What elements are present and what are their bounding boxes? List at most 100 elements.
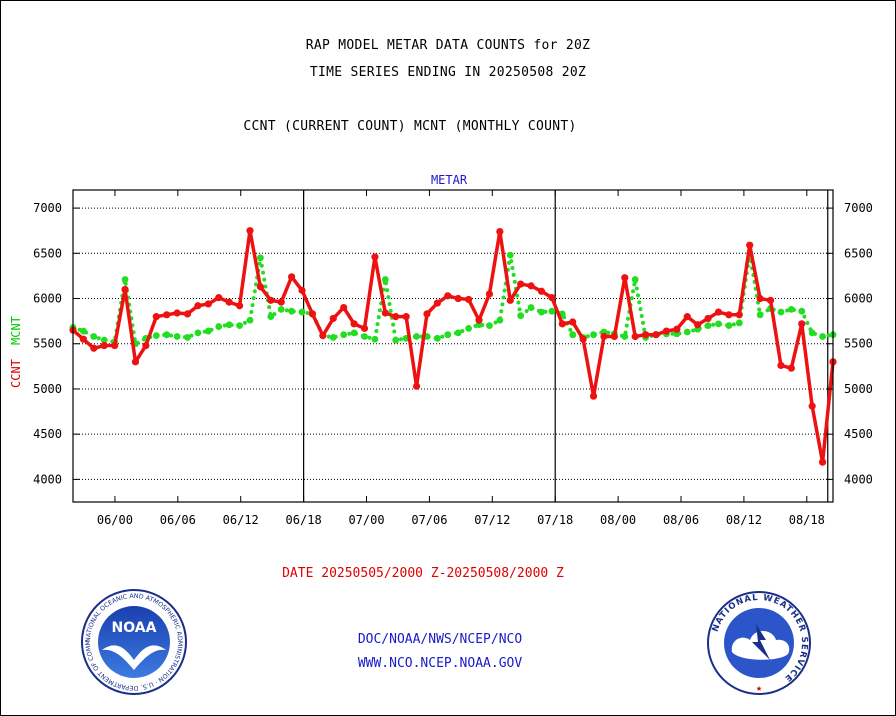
- ccnt-point: [694, 321, 702, 329]
- ccnt-point: [517, 280, 525, 288]
- y-tick-label-left: 5000: [33, 382, 62, 396]
- mcnt-point: [350, 329, 358, 337]
- ccnt-point: [465, 295, 473, 304]
- ccnt-point: [267, 296, 275, 304]
- ccnt-point: [194, 302, 202, 310]
- mcnt-point: [683, 328, 691, 336]
- ccnt-point: [725, 311, 733, 319]
- ccnt-point: [246, 227, 254, 235]
- ccnt-point: [444, 292, 452, 300]
- ccnt-point: [131, 358, 140, 366]
- ccnt-point: [621, 274, 629, 282]
- ccnt-point: [360, 324, 369, 332]
- ccnt-point: [433, 299, 441, 307]
- mcnt-point: [496, 316, 504, 324]
- ccnt-point: [704, 314, 712, 323]
- y-tick-label-left: 4000: [33, 472, 62, 486]
- x-tick-label: 06/06: [160, 513, 196, 527]
- footer-links: DOC/NOAA/NWS/NCEP/NCO WWW.NCO.NCEP.NOAA.…: [300, 632, 580, 680]
- lightning-icon: [752, 624, 770, 660]
- mcnt-point: [236, 322, 243, 330]
- noaa-logo[interactable]: NATIONAL OCEANIC AND ATMOSPHERIC ADMINIS…: [80, 588, 188, 696]
- y-tick-label-left: 4500: [33, 427, 62, 441]
- mcnt-point: [454, 329, 462, 337]
- y-axis-label-mcnt: MCNT: [9, 316, 23, 345]
- x-tick-label: 07/12: [474, 513, 510, 527]
- ccnt-point: [579, 335, 587, 343]
- y-tick-label-right: 6500: [844, 246, 873, 260]
- ccnt-point: [256, 283, 264, 291]
- x-tick-label: 08/12: [726, 513, 762, 527]
- ccnt-point: [756, 294, 764, 303]
- x-tick-label: 07/06: [411, 513, 447, 527]
- mcnt-point: [631, 276, 639, 283]
- ccnt-point: [111, 341, 119, 350]
- mcnt-point: [246, 316, 254, 324]
- ccnt-point: [506, 296, 514, 304]
- mcnt-point: [621, 333, 629, 340]
- ccnt-point: [808, 402, 816, 410]
- ccnt-point: [308, 310, 317, 318]
- ccnt-point: [527, 282, 535, 290]
- footer-org-link[interactable]: DOC/NOAA/NWS/NCEP/NCO: [357, 632, 523, 647]
- mcnt-point: [777, 308, 785, 316]
- mcnt-point: [756, 311, 764, 319]
- x-tick-label: 06/12: [223, 513, 259, 527]
- x-tick-label: 08/18: [789, 513, 825, 527]
- ccnt-point: [673, 325, 681, 333]
- ccnt-point: [392, 313, 400, 321]
- mcnt-point: [163, 331, 171, 339]
- mcnt-point: [173, 333, 181, 340]
- ccnt-point: [298, 286, 306, 294]
- ccnt-point: [787, 364, 795, 372]
- mcnt-point: [100, 336, 108, 344]
- ccnt-point: [746, 241, 754, 249]
- nws-logo[interactable]: NATIONAL WEATHER SERVICE ★: [706, 590, 812, 696]
- ccnt-point: [642, 331, 650, 339]
- ccnt-point: [662, 327, 671, 335]
- ccnt-point: [423, 310, 431, 318]
- x-tick-label: 06/00: [97, 513, 133, 527]
- ccnt-point: [90, 344, 98, 352]
- mcnt-point: [413, 333, 420, 340]
- mcnt-point: [808, 329, 816, 337]
- ccnt-point: [496, 228, 504, 236]
- mcnt-point: [340, 331, 348, 339]
- ccnt-series: [69, 227, 837, 466]
- mcnt-point: [361, 333, 368, 340]
- ccnt-point: [79, 335, 88, 343]
- mcnt-point: [329, 334, 337, 341]
- y-tick-label-left: 5500: [33, 337, 62, 351]
- y-tick-label-left: 6500: [33, 246, 62, 260]
- mcnt-point: [704, 322, 712, 330]
- ccnt-point: [340, 303, 348, 312]
- grid-layer: [73, 190, 833, 502]
- mcnt-point: [298, 308, 306, 316]
- mcnt-point: [465, 324, 473, 332]
- noaa-logo-disc: [98, 606, 170, 678]
- ccnt-point: [225, 298, 233, 306]
- ccnt-point: [475, 316, 483, 324]
- ccnt-point: [454, 294, 462, 303]
- mcnt-point: [527, 304, 535, 311]
- noaa-logo-text: NOAA: [112, 620, 157, 636]
- noaa-bird-icon: [102, 645, 166, 670]
- chart-subtitle: CCNT (CURRENT COUNT) MCNT (MONTHLY COUNT…: [243, 119, 577, 134]
- mcnt-point: [433, 334, 441, 342]
- y-tick-label-left: 7000: [33, 201, 62, 215]
- ccnt-point: [569, 318, 577, 326]
- date-range-label: DATE 20250505/2000 Z-20250508/2000 Z: [282, 566, 564, 581]
- y-tick-label-right: 6000: [844, 292, 873, 306]
- chart-title-line-2: TIME SERIES ENDING IN 20250508 20Z: [309, 65, 587, 80]
- footer-website-link[interactable]: WWW.NCO.NCEP.NOAA.GOV: [357, 656, 523, 671]
- ccnt-point: [798, 320, 806, 328]
- ccnt-point: [142, 341, 150, 350]
- ccnt-point: [766, 296, 775, 304]
- mcnt-point: [256, 254, 264, 262]
- ccnt-point: [183, 310, 192, 318]
- x-tick-label: 07/00: [348, 513, 384, 527]
- mcnt-point: [486, 322, 493, 330]
- x-tick-label: 07/18: [537, 513, 573, 527]
- ccnt-point: [610, 332, 618, 341]
